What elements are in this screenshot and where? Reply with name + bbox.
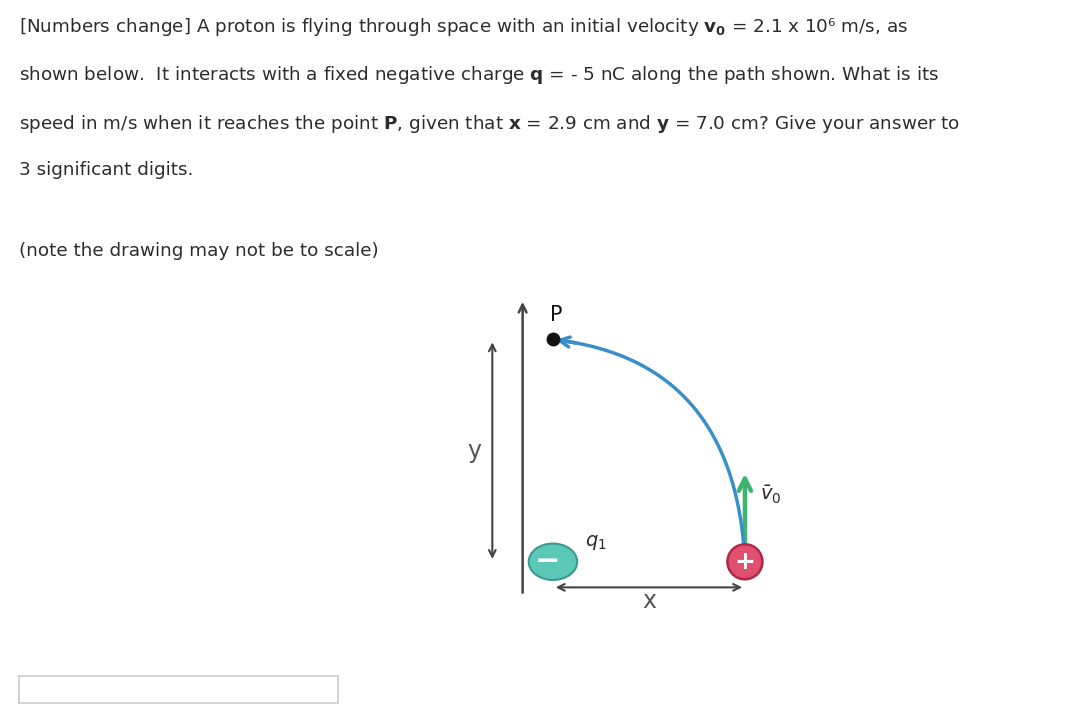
Text: P: P — [550, 305, 563, 325]
Text: 3 significant digits.: 3 significant digits. — [19, 161, 193, 179]
Text: −: − — [535, 547, 561, 575]
Text: shown below.  It interacts with a fixed negative charge $\mathbf{q}$ = - 5 nC al: shown below. It interacts with a fixed n… — [19, 64, 940, 86]
Text: x: x — [642, 589, 656, 613]
Text: (note the drawing may not be to scale): (note the drawing may not be to scale) — [19, 242, 379, 260]
Text: [Numbers change] A proton is flying through space with an initial velocity $\mat: [Numbers change] A proton is flying thro… — [19, 16, 908, 38]
Circle shape — [728, 544, 762, 579]
Text: y: y — [468, 438, 481, 463]
Text: speed in m/s when it reaches the point $\mathbf{P}$, given that $\mathbf{x}$ = 2: speed in m/s when it reaches the point $… — [19, 113, 961, 135]
Ellipse shape — [529, 543, 577, 580]
Text: $q_1$: $q_1$ — [585, 533, 607, 553]
Text: $\bar{v}_0$: $\bar{v}_0$ — [759, 483, 781, 506]
Text: +: + — [734, 550, 755, 574]
